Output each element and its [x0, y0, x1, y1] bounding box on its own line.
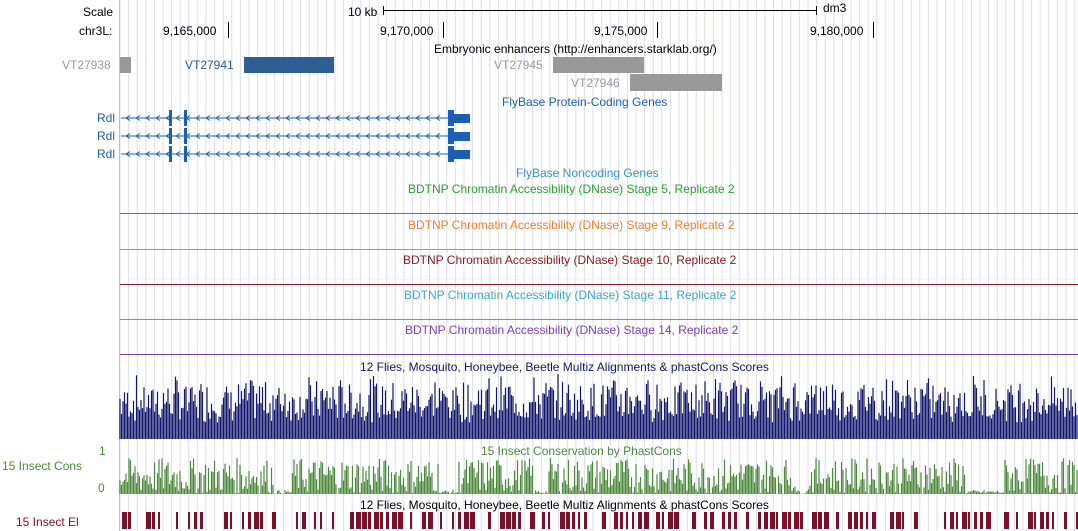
- ruler-tick: [873, 22, 874, 38]
- gene-label[interactable]: Rdl: [97, 129, 116, 143]
- enhancer-feature[interactable]: [553, 57, 644, 73]
- dnase-track-title[interactable]: BDTNP Chromatin Accessibility (DNase) St…: [408, 182, 735, 196]
- axis-max-label: 1: [99, 444, 106, 458]
- enhancer-label: VT27938: [62, 58, 111, 72]
- assembly-label: dm3: [823, 1, 847, 15]
- ruler-tick-label: 9,170,000: [380, 24, 434, 38]
- enhancer-label: VT27946: [571, 76, 620, 90]
- enhancer-feature[interactable]: [630, 74, 722, 91]
- dnase-signal-baseline: [120, 213, 1078, 214]
- left-guide-line: [119, 0, 120, 531]
- scale-bar-right-tick: [816, 6, 817, 15]
- dnase-track-title[interactable]: BDTNP Chromatin Accessibility (DNase) St…: [408, 218, 735, 232]
- ruler-tick-label: 9,175,000: [594, 24, 648, 38]
- ruler-tick: [228, 22, 229, 38]
- dnase-signal-baseline: [120, 284, 1078, 285]
- elements-left-label[interactable]: 15 Insect El: [16, 515, 79, 529]
- dnase-track-title[interactable]: BDTNP Chromatin Accessibility (DNase) St…: [403, 253, 737, 267]
- dnase-track-title[interactable]: BDTNP Chromatin Accessibility (DNase) St…: [405, 323, 739, 337]
- enhancer-feature[interactable]: [120, 57, 131, 73]
- phastcons-track-title[interactable]: 15 Insect Conservation by PhastCons: [481, 444, 682, 458]
- scale-label: Scale: [83, 5, 114, 19]
- gene-label[interactable]: Rdl: [97, 147, 116, 161]
- gene-label[interactable]: Rdl: [97, 111, 116, 125]
- multiz-track-title[interactable]: 12 Flies, Mosquito, Honeybee, Beetle Mul…: [360, 360, 769, 374]
- phastcons-left-label[interactable]: 15 Insect Cons: [2, 459, 83, 473]
- dnase-signal-baseline: [120, 249, 1078, 250]
- enhancer-label: VT27945: [494, 58, 543, 72]
- enhancer-feature[interactable]: [244, 57, 334, 73]
- scale-bar: [383, 10, 817, 11]
- ruler-tick: [657, 22, 658, 38]
- ruler-tick-label: 9,165,000: [163, 24, 217, 38]
- dnase-signal-baseline: [120, 319, 1078, 320]
- dnase-track-title[interactable]: BDTNP Chromatin Accessibility (DNase) St…: [404, 288, 737, 302]
- ruler-tick: [443, 22, 444, 38]
- enhancers-track-title[interactable]: Embryonic enhancers (http://enhancers.st…: [434, 42, 717, 56]
- scale-value: 10 kb: [348, 5, 378, 19]
- enhancer-label: VT27941: [185, 58, 234, 72]
- multiz2-track-title[interactable]: 12 Flies, Mosquito, Honeybee, Beetle Mul…: [360, 498, 769, 512]
- chrom-label: chr3L:: [79, 24, 113, 38]
- axis-min-label: 0: [98, 481, 105, 495]
- ruler-tick-label: 9,180,000: [810, 24, 864, 38]
- dnase-signal-baseline: [120, 354, 1078, 355]
- flybase-coding-track-title[interactable]: FlyBase Protein-Coding Genes: [502, 95, 668, 109]
- scale-bar-left-tick: [383, 6, 384, 15]
- flybase-noncoding-track-title[interactable]: FlyBase Noncoding Genes: [516, 166, 659, 180]
